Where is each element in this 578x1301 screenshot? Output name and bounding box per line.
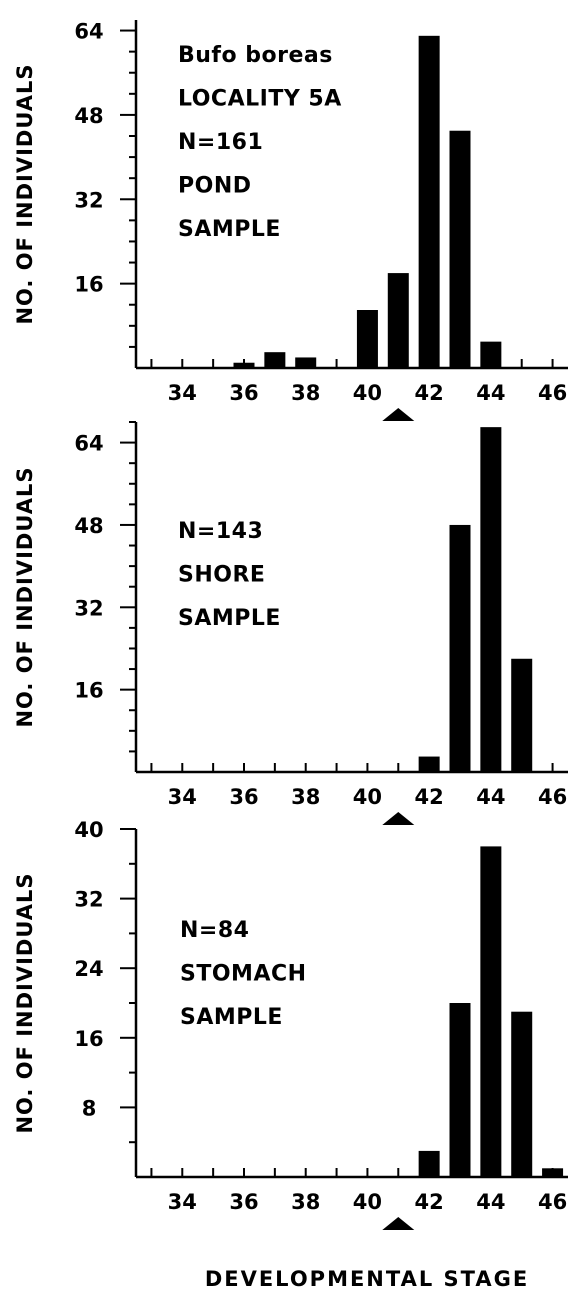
y-tick-label: 64 bbox=[74, 20, 103, 44]
y-tick-label: 16 bbox=[74, 679, 103, 703]
bar bbox=[511, 1011, 533, 1177]
y-tick-label: 16 bbox=[74, 1027, 103, 1051]
x-tick-label: 44 bbox=[476, 1190, 505, 1214]
bar bbox=[387, 273, 409, 368]
x-tick-label: 36 bbox=[229, 1190, 258, 1214]
y-axis-title: NO. OF INDIVIDUALS bbox=[13, 872, 37, 1133]
x-tick-label: 44 bbox=[476, 785, 505, 809]
y-tick-label: 48 bbox=[74, 514, 103, 538]
annotation-line: N=84 bbox=[180, 918, 249, 943]
stage-marker-arrow bbox=[382, 1217, 415, 1230]
y-tick-label: 48 bbox=[74, 104, 103, 128]
bar bbox=[356, 310, 378, 368]
bar bbox=[542, 1168, 564, 1177]
y-tick-label: 16 bbox=[74, 273, 103, 297]
x-tick-label: 40 bbox=[353, 785, 382, 809]
x-tick-label: 42 bbox=[415, 381, 444, 405]
panel-shore-sample: 16 32 48 64 34 36 38 40 42 44 46 NO. OF INDIVIDUALS… bbox=[13, 421, 568, 825]
y-tick-label: 32 bbox=[74, 888, 103, 912]
x-tick-label: 36 bbox=[229, 785, 258, 809]
y-tick-label: 32 bbox=[74, 596, 103, 620]
bar bbox=[480, 427, 502, 772]
x-tick-label: 42 bbox=[415, 785, 444, 809]
bar bbox=[449, 1003, 471, 1177]
x-tick-label: 38 bbox=[291, 785, 320, 809]
panel-stomach-sample: 8 16 24 32 40 34 36 38 40 42 44 46 NO. OF INDIVIDUAL… bbox=[13, 818, 568, 1230]
x-axis-title: DEVELOPMENTAL STAGE bbox=[205, 1267, 529, 1291]
panel-pond-sample: 16 32 48 64 34 36 38 40 42 44 46 NO. OF INDIVIDUALS… bbox=[13, 20, 568, 421]
annotation-line: STOMACH bbox=[180, 962, 307, 987]
y-tick-label: 40 bbox=[74, 818, 103, 842]
annotation-line: N=143 bbox=[178, 519, 263, 544]
x-tick-label: 40 bbox=[353, 1190, 382, 1214]
annotation-line: Bufo boreas bbox=[178, 43, 333, 68]
stage-marker-arrow bbox=[382, 408, 415, 421]
x-tick-label: 40 bbox=[353, 381, 382, 405]
x-tick-label: 46 bbox=[538, 785, 567, 809]
x-tick-label: 34 bbox=[168, 1190, 197, 1214]
y-tick-label: 24 bbox=[74, 957, 103, 981]
x-tick-label: 42 bbox=[415, 1190, 444, 1214]
bar bbox=[449, 524, 471, 772]
bar bbox=[295, 357, 317, 368]
bar bbox=[233, 362, 255, 368]
x-tick-label: 46 bbox=[538, 381, 567, 405]
x-tick-label: 34 bbox=[168, 381, 197, 405]
y-tick-label: 8 bbox=[82, 1096, 97, 1120]
y-tick-label: 32 bbox=[74, 188, 103, 212]
annotation-line: SHORE bbox=[178, 563, 265, 588]
y-axis-title: NO. OF INDIVIDUALS bbox=[13, 63, 37, 324]
x-tick-label: 36 bbox=[229, 381, 258, 405]
x-tick-label: 38 bbox=[291, 1190, 320, 1214]
bar bbox=[418, 756, 440, 772]
bar bbox=[449, 130, 471, 368]
annotation-line: LOCALITY 5A bbox=[178, 87, 342, 112]
annotation-line: SAMPLE bbox=[178, 606, 281, 631]
annotation-line: SAMPLE bbox=[178, 217, 281, 242]
bar bbox=[480, 341, 502, 368]
bar bbox=[264, 352, 286, 368]
x-tick-label: 34 bbox=[168, 785, 197, 809]
stage-marker-arrow bbox=[382, 812, 415, 825]
bar bbox=[418, 1150, 440, 1177]
annotation-line: POND bbox=[178, 174, 252, 199]
annotation-line: N=161 bbox=[178, 130, 263, 155]
annotation-line: SAMPLE bbox=[180, 1005, 283, 1030]
bar bbox=[480, 846, 502, 1177]
x-tick-label: 44 bbox=[476, 381, 505, 405]
bar bbox=[418, 35, 440, 369]
x-tick-label: 46 bbox=[538, 1190, 567, 1214]
y-axis-title: NO. OF INDIVIDUALS bbox=[13, 466, 37, 727]
y-tick-label: 64 bbox=[74, 432, 103, 456]
bar bbox=[511, 658, 533, 772]
x-tick-label: 38 bbox=[291, 381, 320, 405]
